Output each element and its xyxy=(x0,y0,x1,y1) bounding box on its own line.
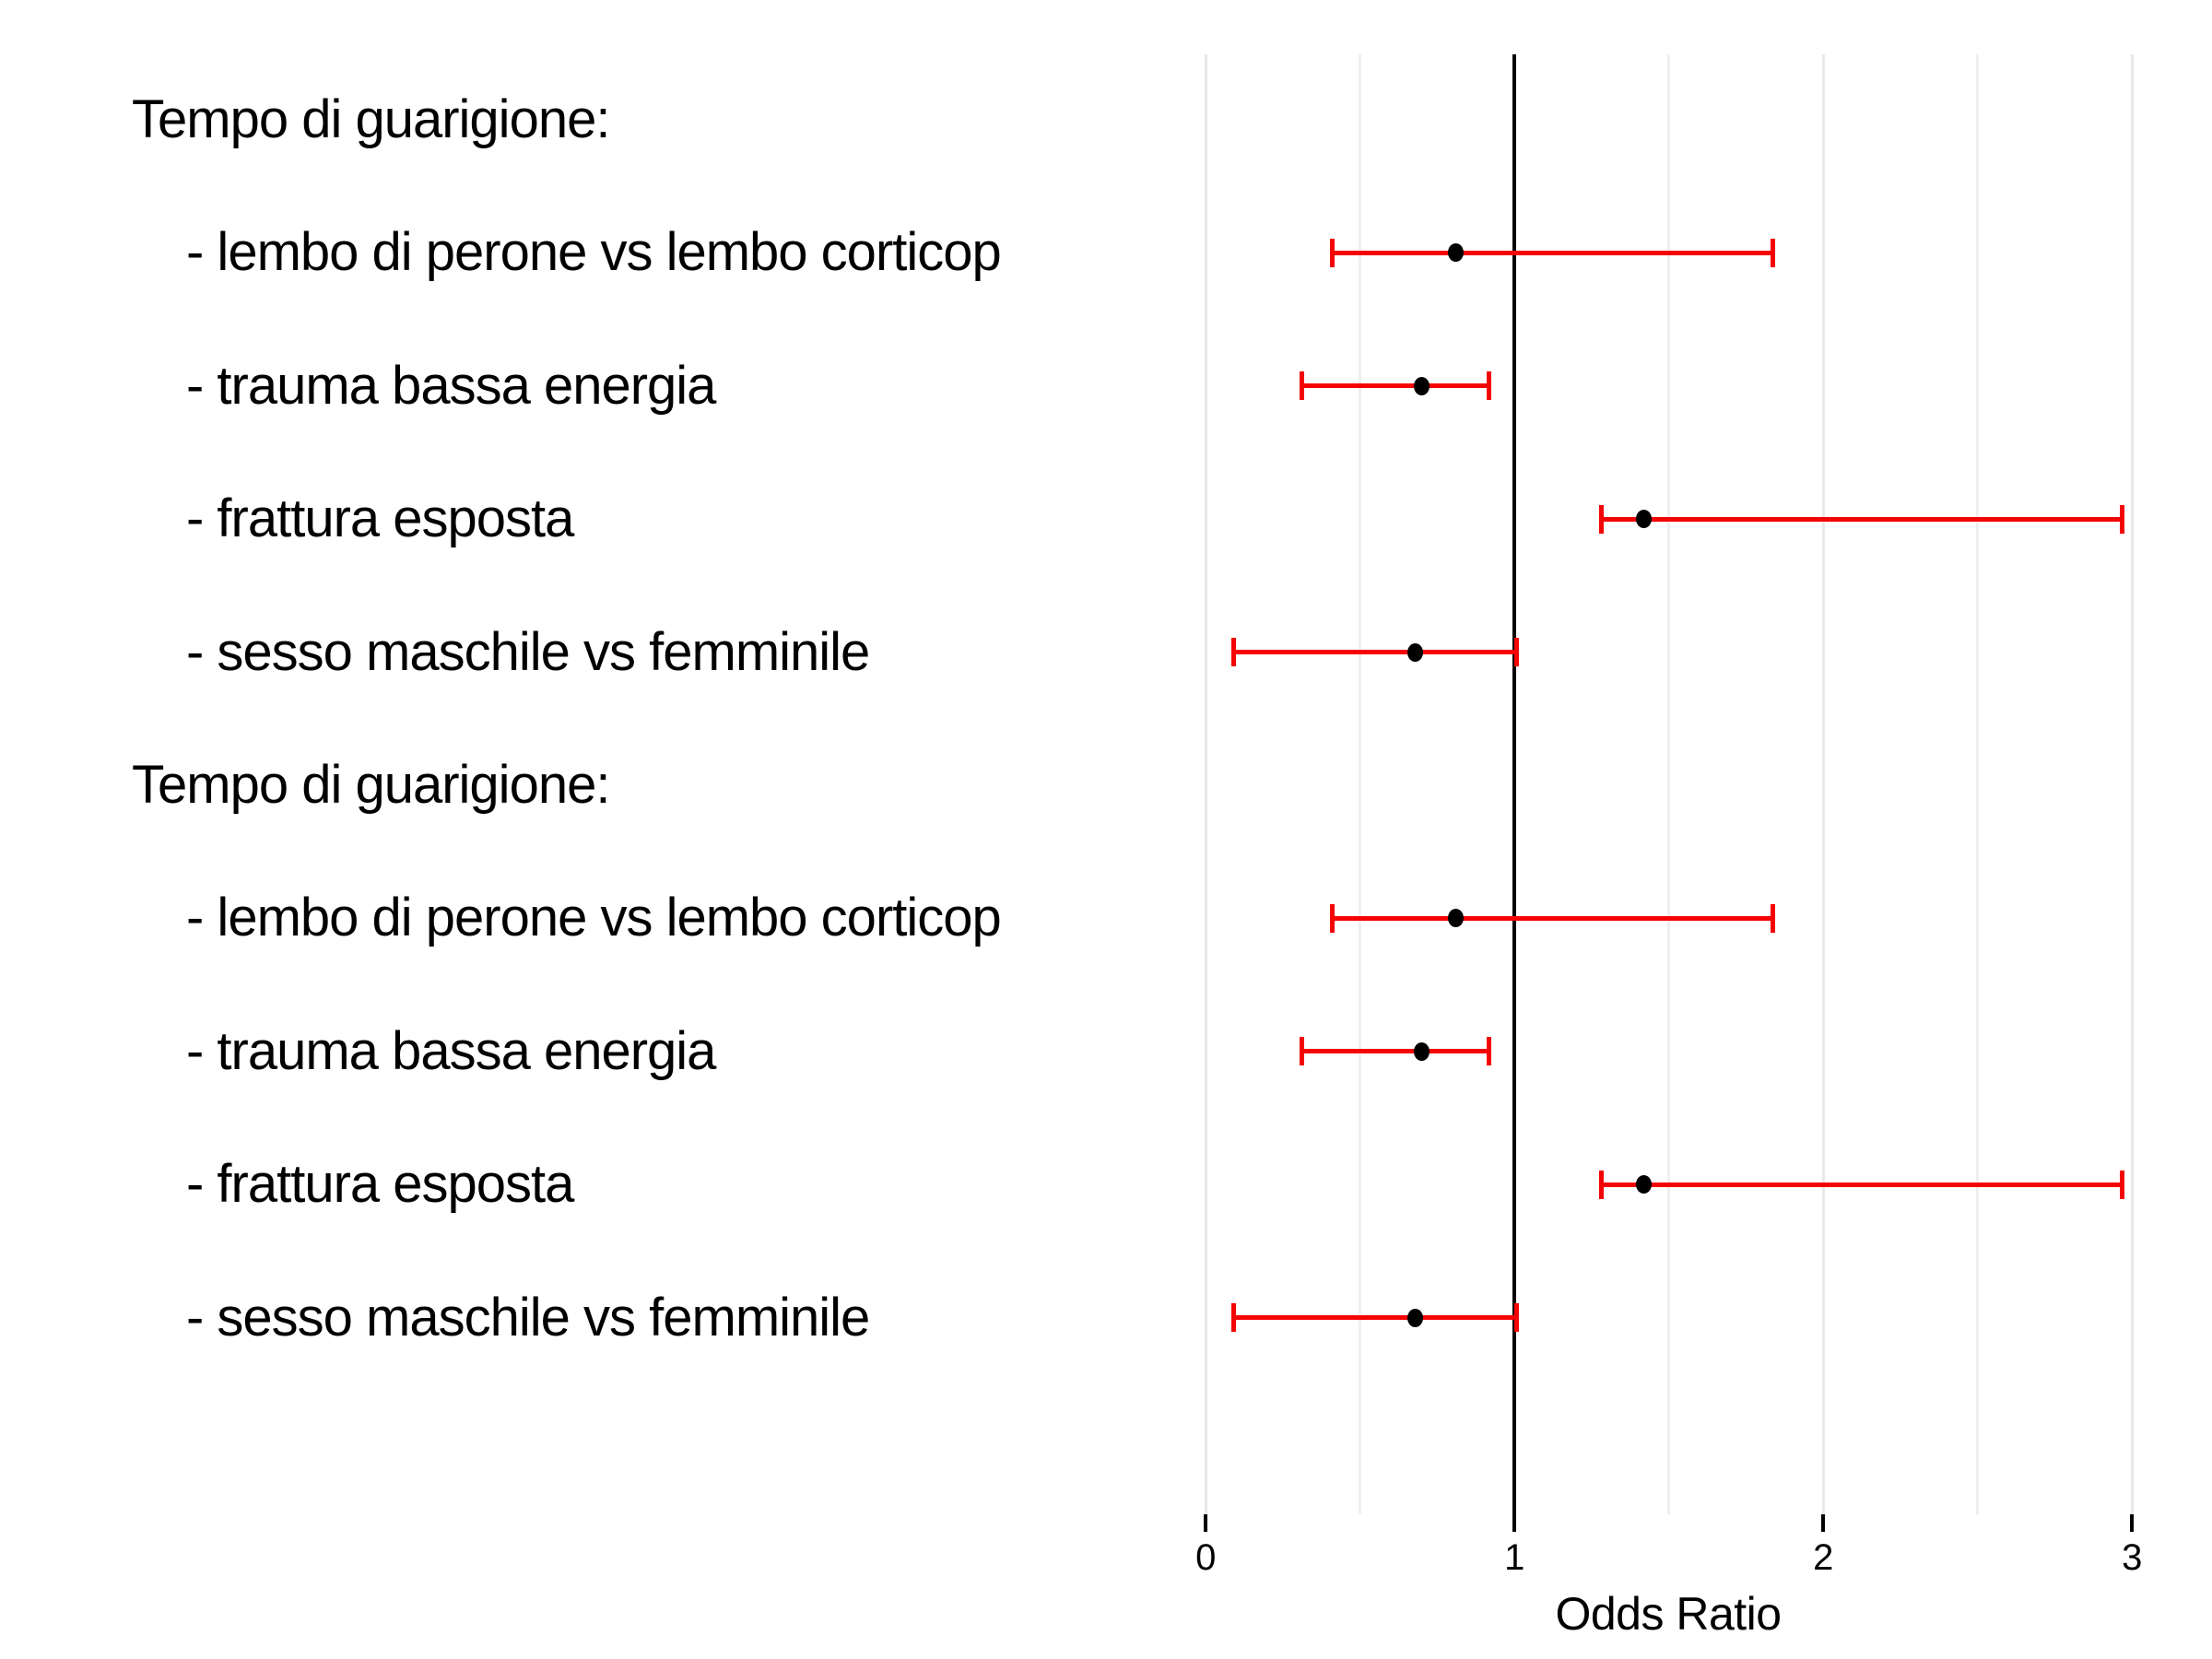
major-gridline xyxy=(1821,54,1825,1514)
ci-bar xyxy=(1300,1049,1490,1054)
row-label: - lembo di perone vs lembo corticop xyxy=(186,888,1002,948)
x-tick xyxy=(1512,1514,1516,1532)
reference-line xyxy=(1512,54,1516,1514)
or-point xyxy=(1414,1041,1430,1061)
ci-bar xyxy=(1233,650,1518,655)
x-tick xyxy=(2130,1514,2134,1532)
or-point xyxy=(1447,909,1464,928)
ci-cap-left xyxy=(1330,238,1335,267)
ci-bar xyxy=(1233,1315,1518,1321)
row-label: - frattura esposta xyxy=(186,1154,574,1215)
group-header: Tempo di guarigione: xyxy=(132,89,610,149)
ci-cap-left xyxy=(1231,1303,1237,1333)
ci-cap-left xyxy=(1598,1170,1604,1199)
row-label: - sesso maschile vs femminile xyxy=(186,1287,870,1347)
x-tick-label: 3 xyxy=(2122,1537,2142,1578)
row-label: - sesso maschile vs femminile xyxy=(186,621,870,682)
row-label: - lembo di perone vs lembo corticop xyxy=(186,222,1002,283)
ci-cap-right xyxy=(1487,1037,1492,1066)
ci-cap-right xyxy=(2119,504,2124,534)
x-tick-label: 1 xyxy=(1504,1537,1524,1578)
or-point xyxy=(1407,642,1424,662)
x-tick xyxy=(1204,1514,1207,1532)
ci-bar xyxy=(1300,383,1490,389)
ci-cap-left xyxy=(1231,638,1237,667)
x-tick xyxy=(1821,1514,1825,1532)
or-point xyxy=(1414,376,1430,395)
row-label: - frattura esposta xyxy=(186,488,574,549)
major-gridline xyxy=(2130,54,2134,1514)
or-point xyxy=(1636,510,1653,529)
ci-bar xyxy=(1600,516,2123,522)
or-point xyxy=(1636,1175,1653,1194)
row-label: - trauma bassa energia xyxy=(186,1020,716,1081)
ci-cap-left xyxy=(1598,504,1604,534)
ci-cap-right xyxy=(1771,238,1776,267)
x-tick-label: 0 xyxy=(1195,1537,1216,1578)
minor-gridline xyxy=(1667,54,1670,1514)
or-point xyxy=(1447,243,1464,263)
ci-cap-right xyxy=(1771,903,1776,933)
ci-cap-right xyxy=(1514,638,1520,667)
group-header: Tempo di guarigione: xyxy=(132,755,610,815)
ci-bar xyxy=(1600,1182,2123,1187)
minor-gridline xyxy=(1976,54,1979,1514)
ci-cap-left xyxy=(1330,903,1335,933)
minor-gridline xyxy=(1359,54,1361,1514)
ci-bar xyxy=(1332,915,1774,921)
ci-cap-left xyxy=(1299,371,1304,401)
or-point xyxy=(1407,1308,1424,1327)
ci-cap-left xyxy=(1299,1037,1304,1066)
ci-cap-right xyxy=(2119,1170,2124,1199)
row-label: - trauma bassa energia xyxy=(186,355,716,416)
ci-cap-right xyxy=(1514,1303,1520,1333)
major-gridline xyxy=(1204,54,1207,1514)
x-tick-label: 2 xyxy=(1813,1537,1833,1578)
ci-bar xyxy=(1332,250,1774,255)
ci-cap-right xyxy=(1487,371,1492,401)
x-axis-title: Odds Ratio xyxy=(1555,1588,1782,1640)
